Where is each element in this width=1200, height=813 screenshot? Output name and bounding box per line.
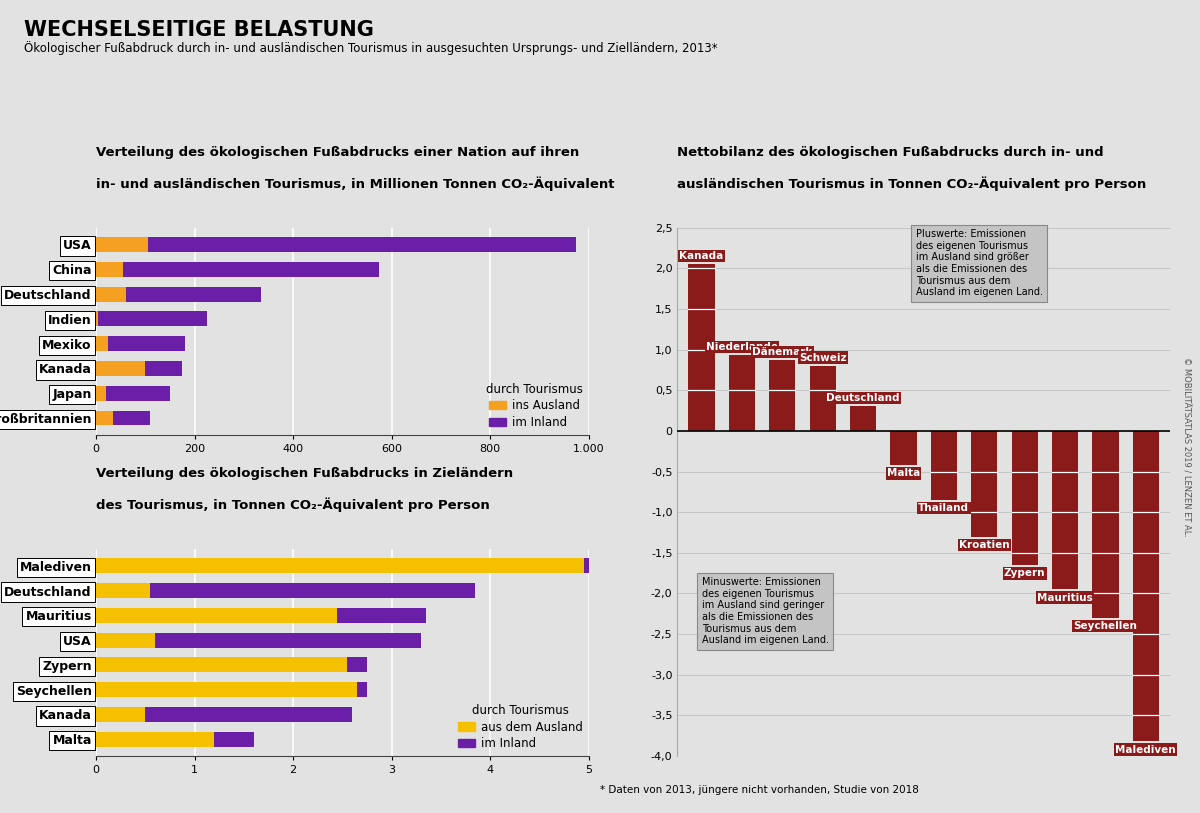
Text: Schweiz: Schweiz bbox=[799, 353, 846, 363]
Bar bbox=[148, 237, 576, 252]
Bar bbox=[1092, 431, 1118, 618]
Bar bbox=[850, 406, 876, 431]
Bar bbox=[96, 361, 145, 376]
Bar bbox=[96, 262, 124, 276]
Bar bbox=[1012, 431, 1038, 565]
Bar bbox=[971, 431, 997, 537]
Text: © MOBILITÄTSATLAS 2019 / LENZEN ET AL.: © MOBILITÄTSATLAS 2019 / LENZEN ET AL. bbox=[1182, 357, 1190, 537]
Bar bbox=[145, 707, 352, 722]
Bar bbox=[689, 264, 715, 431]
Bar bbox=[145, 361, 182, 376]
Bar bbox=[1133, 431, 1159, 741]
Text: WECHSELSEITIGE BELASTUNG: WECHSELSEITIGE BELASTUNG bbox=[24, 20, 374, 41]
Text: Nettobilanz des ökologischen Fußabdrucks durch in- und: Nettobilanz des ökologischen Fußabdrucks… bbox=[677, 146, 1104, 159]
Bar bbox=[215, 732, 253, 746]
Text: Zypern: Zypern bbox=[1004, 568, 1045, 578]
Bar bbox=[931, 431, 956, 500]
Bar bbox=[96, 633, 155, 647]
Text: Mauritius: Mauritius bbox=[1037, 593, 1093, 602]
Bar bbox=[155, 633, 421, 647]
Bar bbox=[1052, 431, 1078, 589]
Text: Dänemark: Dänemark bbox=[752, 347, 812, 357]
Text: Pluswerte: Emissionen
des eigenen Tourismus
im Ausland sind größer
als die Emiss: Pluswerte: Emissionen des eigenen Touris… bbox=[916, 229, 1043, 298]
Text: in- und ausländischen Tourismus, in Millionen Tonnen CO₂-Äquivalent: in- und ausländischen Tourismus, in Mill… bbox=[96, 176, 614, 191]
Text: Malta: Malta bbox=[887, 468, 920, 478]
Text: Kanada: Kanada bbox=[679, 251, 724, 261]
Bar bbox=[96, 682, 358, 697]
Text: Thailand: Thailand bbox=[918, 503, 970, 513]
Text: Ökologischer Fußabdruck durch in- und ausländischen Tourismus in ausgesuchten Ur: Ökologischer Fußabdruck durch in- und au… bbox=[24, 41, 718, 54]
Bar bbox=[96, 411, 113, 425]
Text: Minuswerte: Emissionen
des eigenen Tourismus
im Ausland sind geringer
als die Em: Minuswerte: Emissionen des eigenen Touri… bbox=[702, 577, 828, 646]
Bar bbox=[96, 287, 126, 302]
Bar bbox=[890, 431, 917, 465]
Text: Niederlande: Niederlande bbox=[706, 342, 778, 352]
Bar bbox=[347, 658, 367, 672]
Text: Malediven: Malediven bbox=[1116, 745, 1176, 754]
Bar bbox=[96, 658, 347, 672]
Bar bbox=[96, 311, 98, 326]
Text: Verteilung des ökologischen Fußabdrucks einer Nation auf ihren: Verteilung des ökologischen Fußabdrucks … bbox=[96, 146, 580, 159]
Bar bbox=[358, 682, 367, 697]
Legend: aus dem Ausland, im Inland: aus dem Ausland, im Inland bbox=[458, 704, 583, 750]
Bar bbox=[124, 262, 379, 276]
Bar bbox=[96, 337, 108, 351]
Bar bbox=[96, 237, 148, 252]
Bar bbox=[96, 732, 215, 746]
Bar bbox=[728, 355, 755, 431]
Bar bbox=[150, 583, 475, 598]
Bar bbox=[810, 366, 836, 431]
Text: Kroatien: Kroatien bbox=[959, 540, 1009, 550]
Bar bbox=[96, 386, 106, 401]
Bar bbox=[98, 311, 206, 326]
Legend: ins Ausland, im Inland: ins Ausland, im Inland bbox=[486, 383, 583, 429]
Bar bbox=[126, 287, 262, 302]
Bar bbox=[96, 707, 145, 722]
Bar bbox=[108, 337, 185, 351]
Bar bbox=[583, 559, 589, 573]
Bar bbox=[769, 360, 796, 431]
Bar bbox=[96, 559, 583, 573]
Text: * Daten von 2013, jüngere nicht vorhanden, Studie von 2018: * Daten von 2013, jüngere nicht vorhande… bbox=[600, 785, 919, 795]
Bar bbox=[337, 608, 426, 623]
Text: Seychellen: Seychellen bbox=[1074, 621, 1138, 631]
Text: ausländischen Tourismus in Tonnen CO₂-Äquivalent pro Person: ausländischen Tourismus in Tonnen CO₂-Äq… bbox=[677, 176, 1146, 191]
Bar bbox=[106, 386, 170, 401]
Text: Verteilung des ökologischen Fußabdrucks in Zieländern: Verteilung des ökologischen Fußabdrucks … bbox=[96, 467, 514, 480]
Bar bbox=[96, 583, 150, 598]
Bar bbox=[96, 608, 337, 623]
Text: Deutschland: Deutschland bbox=[827, 393, 900, 403]
Bar bbox=[113, 411, 150, 425]
Text: des Tourismus, in Tonnen CO₂-Äquivalent pro Person: des Tourismus, in Tonnen CO₂-Äquivalent … bbox=[96, 498, 490, 512]
